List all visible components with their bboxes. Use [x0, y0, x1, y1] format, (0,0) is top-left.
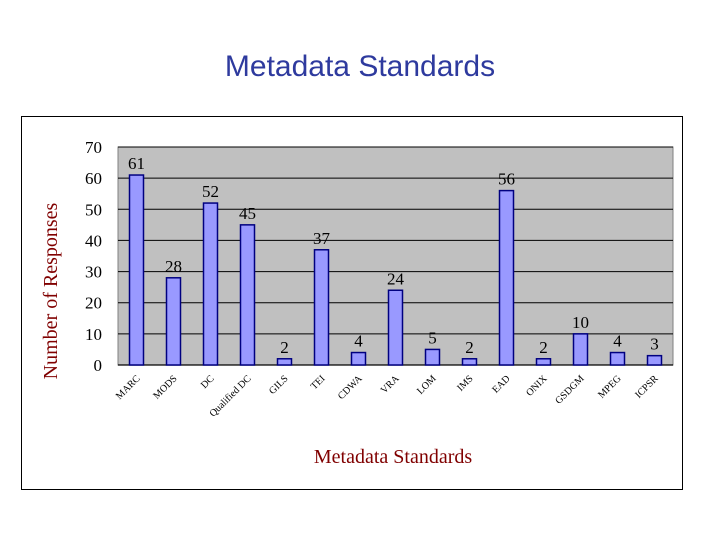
bar-value-label: 37	[313, 229, 331, 248]
bar-value-label: 45	[239, 204, 256, 223]
x-axis-label: Metadata Standards	[314, 446, 472, 468]
y-axis-ticks: 0 10 20 30 40 50 60 70	[85, 138, 102, 375]
y-tick-label: 30	[85, 263, 102, 282]
bar	[609, 351, 626, 366]
bar	[572, 333, 589, 366]
bar	[387, 289, 404, 366]
bar-value-label: 2	[465, 338, 474, 357]
bar-value-label: 24	[387, 269, 405, 288]
y-tick-label: 20	[85, 294, 102, 313]
x-tick-label: LOM	[415, 373, 439, 397]
bar	[128, 174, 145, 366]
y-tick-label: 60	[85, 169, 102, 188]
x-tick-label: CDWA	[336, 373, 365, 402]
bar	[202, 202, 219, 366]
bar-value-label: 61	[128, 154, 145, 173]
y-axis-label: Number of Responses	[40, 202, 62, 379]
y-tick-label: 50	[85, 200, 102, 219]
x-tick-label: ONIX	[524, 373, 550, 399]
x-tick-label: TEI	[309, 373, 328, 392]
x-tick-label: DC	[199, 373, 217, 391]
bar	[313, 249, 330, 366]
bar-value-label: 4	[613, 332, 622, 351]
bar-value-label: 3	[650, 335, 659, 354]
x-tick-label: EAD	[490, 373, 512, 395]
x-tick-label: GILS	[267, 373, 291, 397]
y-tick-label: 70	[85, 138, 102, 157]
chart-frame: 0 10 20 30 40 50 60 70 61 28 52 45 2 37 4 24 5 2 56 2 10 4 3 …	[21, 116, 683, 490]
bar	[535, 358, 552, 366]
bar	[239, 224, 256, 366]
y-tick-label: 10	[85, 325, 102, 344]
bar-value-label: 28	[165, 257, 182, 276]
bar-value-label: 5	[428, 328, 437, 347]
y-tick-label: 40	[85, 231, 102, 250]
bar-value-label: 56	[498, 170, 515, 189]
x-tick-label: VRA	[379, 373, 402, 396]
bar	[498, 189, 515, 366]
bar-value-label: 10	[572, 313, 589, 332]
y-tick-label: 0	[94, 356, 103, 375]
x-tick-label: MARC	[114, 373, 143, 402]
x-tick-label: GSDGM	[553, 373, 586, 406]
bar	[461, 358, 478, 366]
x-tick-label: IMS	[455, 373, 475, 393]
bar	[276, 358, 293, 366]
bar-value-label: 4	[354, 332, 363, 351]
bar	[646, 354, 663, 366]
bar-value-label: 2	[280, 338, 289, 357]
x-tick-label: ICPSR	[633, 373, 661, 401]
bar	[350, 351, 367, 366]
bars	[128, 174, 663, 366]
bar-value-label: 2	[539, 338, 548, 357]
bar-value-label: 52	[202, 182, 219, 201]
slide-title: Metadata Standards	[224, 50, 496, 83]
x-tick-label: MODS	[151, 373, 179, 401]
bar	[424, 348, 441, 366]
bar	[165, 277, 182, 366]
x-tick-label: MPEG	[596, 373, 623, 400]
